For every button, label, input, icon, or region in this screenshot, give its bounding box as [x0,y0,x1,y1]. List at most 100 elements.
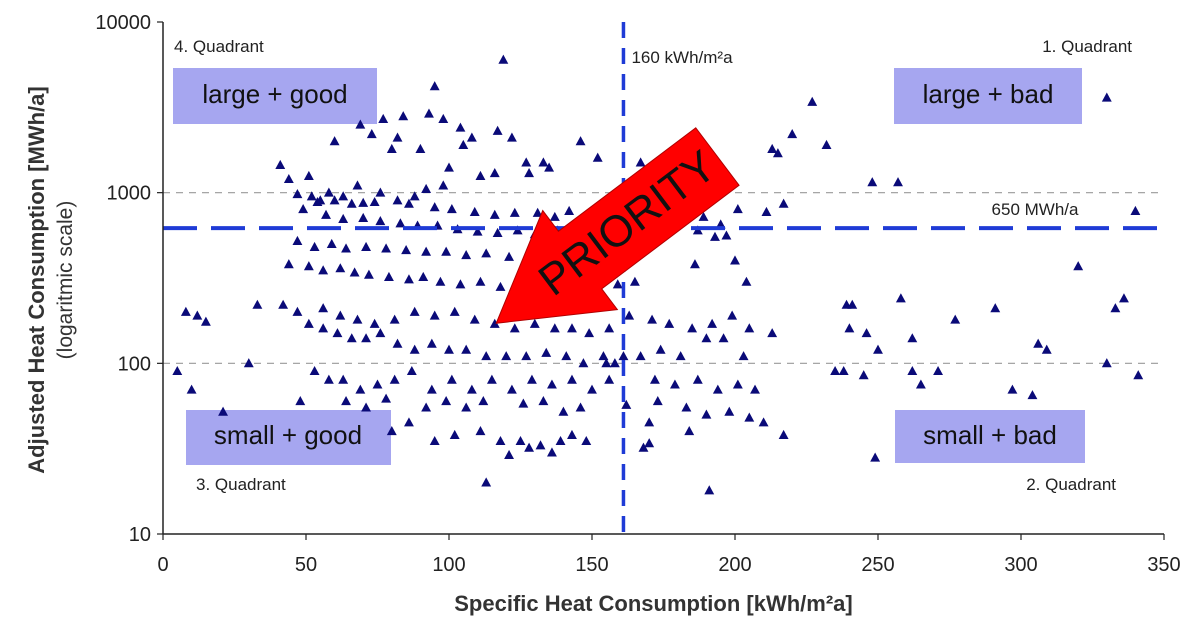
data-point [375,187,386,197]
data-point [426,384,437,394]
data-point [489,168,500,178]
data-point [278,299,289,309]
data-point [444,162,454,172]
data-point [492,227,503,237]
data-point [750,384,760,394]
data-point [429,310,440,320]
data-point [555,435,566,446]
data-point [587,384,597,394]
data-point [567,429,577,439]
data-point [329,195,340,205]
data-point [458,139,469,149]
data-point [547,379,557,389]
data-point [681,402,692,412]
data-point [449,306,460,316]
data-point [541,347,552,357]
data-point [421,246,432,256]
quadrant-number-label: 1. Quadrant [1042,37,1132,56]
data-point [724,406,735,416]
data-point [1007,384,1018,394]
data-point [426,338,437,348]
data-point [830,365,841,376]
data-point [644,417,655,427]
data-point [292,235,303,246]
data-point [518,398,529,408]
data-point [521,351,532,361]
data-point [306,191,317,201]
data-point [332,328,343,338]
data-point [386,143,397,154]
x-tick-label: 300 [1004,554,1037,576]
data-point [466,132,477,142]
data-point [481,248,492,258]
data-point [392,338,403,348]
data-point [303,170,314,181]
data-point [338,191,349,201]
data-point [741,276,752,286]
data-point [358,212,369,222]
data-point [692,374,703,384]
data-point [404,417,414,427]
data-point [475,276,486,286]
data-point [318,265,329,275]
data-point [384,271,394,282]
priority-annotation: PRIORITY [530,141,725,305]
data-point [323,374,334,384]
data-point [701,333,712,343]
data-point [1130,205,1141,215]
data-point [649,374,660,384]
data-point [466,384,477,394]
data-point [421,183,432,193]
data-point [378,113,389,123]
data-point [429,81,440,91]
data-point [409,344,420,354]
data-point [732,379,743,389]
data-point [558,406,569,416]
data-point [375,328,386,338]
data-point [529,318,540,328]
data-point [349,267,360,277]
data-point [292,188,303,199]
data-point [461,402,472,412]
data-point [429,202,440,212]
data-point [1101,358,1112,368]
data-point [501,351,512,361]
data-point [730,255,740,265]
y-tick-label: 10000 [95,12,151,34]
data-point [933,365,943,376]
data-point [372,379,383,389]
data-point [469,206,480,216]
data-point [638,442,649,452]
data-point [338,213,349,224]
data-point [907,365,918,376]
data-point [469,314,480,324]
data-point [538,157,549,167]
data-point [767,328,778,338]
y-axis-title: Adjusted Heat Consumption [MWh/a] [24,86,49,473]
data-point [461,250,472,260]
x-tick-label: 350 [1147,554,1180,576]
x-axis-title: Specific Heat Consumption [kWh/m²a] [454,591,852,616]
data-point [355,384,366,394]
data-point [575,136,586,146]
data-point [492,125,503,135]
data-point [609,358,620,368]
data-point [592,152,603,162]
data-point [647,314,657,324]
data-point [567,323,577,333]
data-point [721,230,732,240]
data-point [361,402,371,412]
data-point [475,426,486,436]
data-point [1073,261,1084,271]
data-point [329,136,340,146]
data-point [807,96,818,106]
data-point [406,365,417,376]
data-point [200,316,211,326]
data-point [950,314,961,324]
data-point [704,485,715,495]
data-point [369,196,380,207]
quadrant-number-label: 2. Quadrant [1026,475,1116,494]
quadrant-number-label: 3. Quadrant [196,475,286,494]
priority-arrow: PRIORITY [495,127,740,324]
data-point [847,299,858,309]
